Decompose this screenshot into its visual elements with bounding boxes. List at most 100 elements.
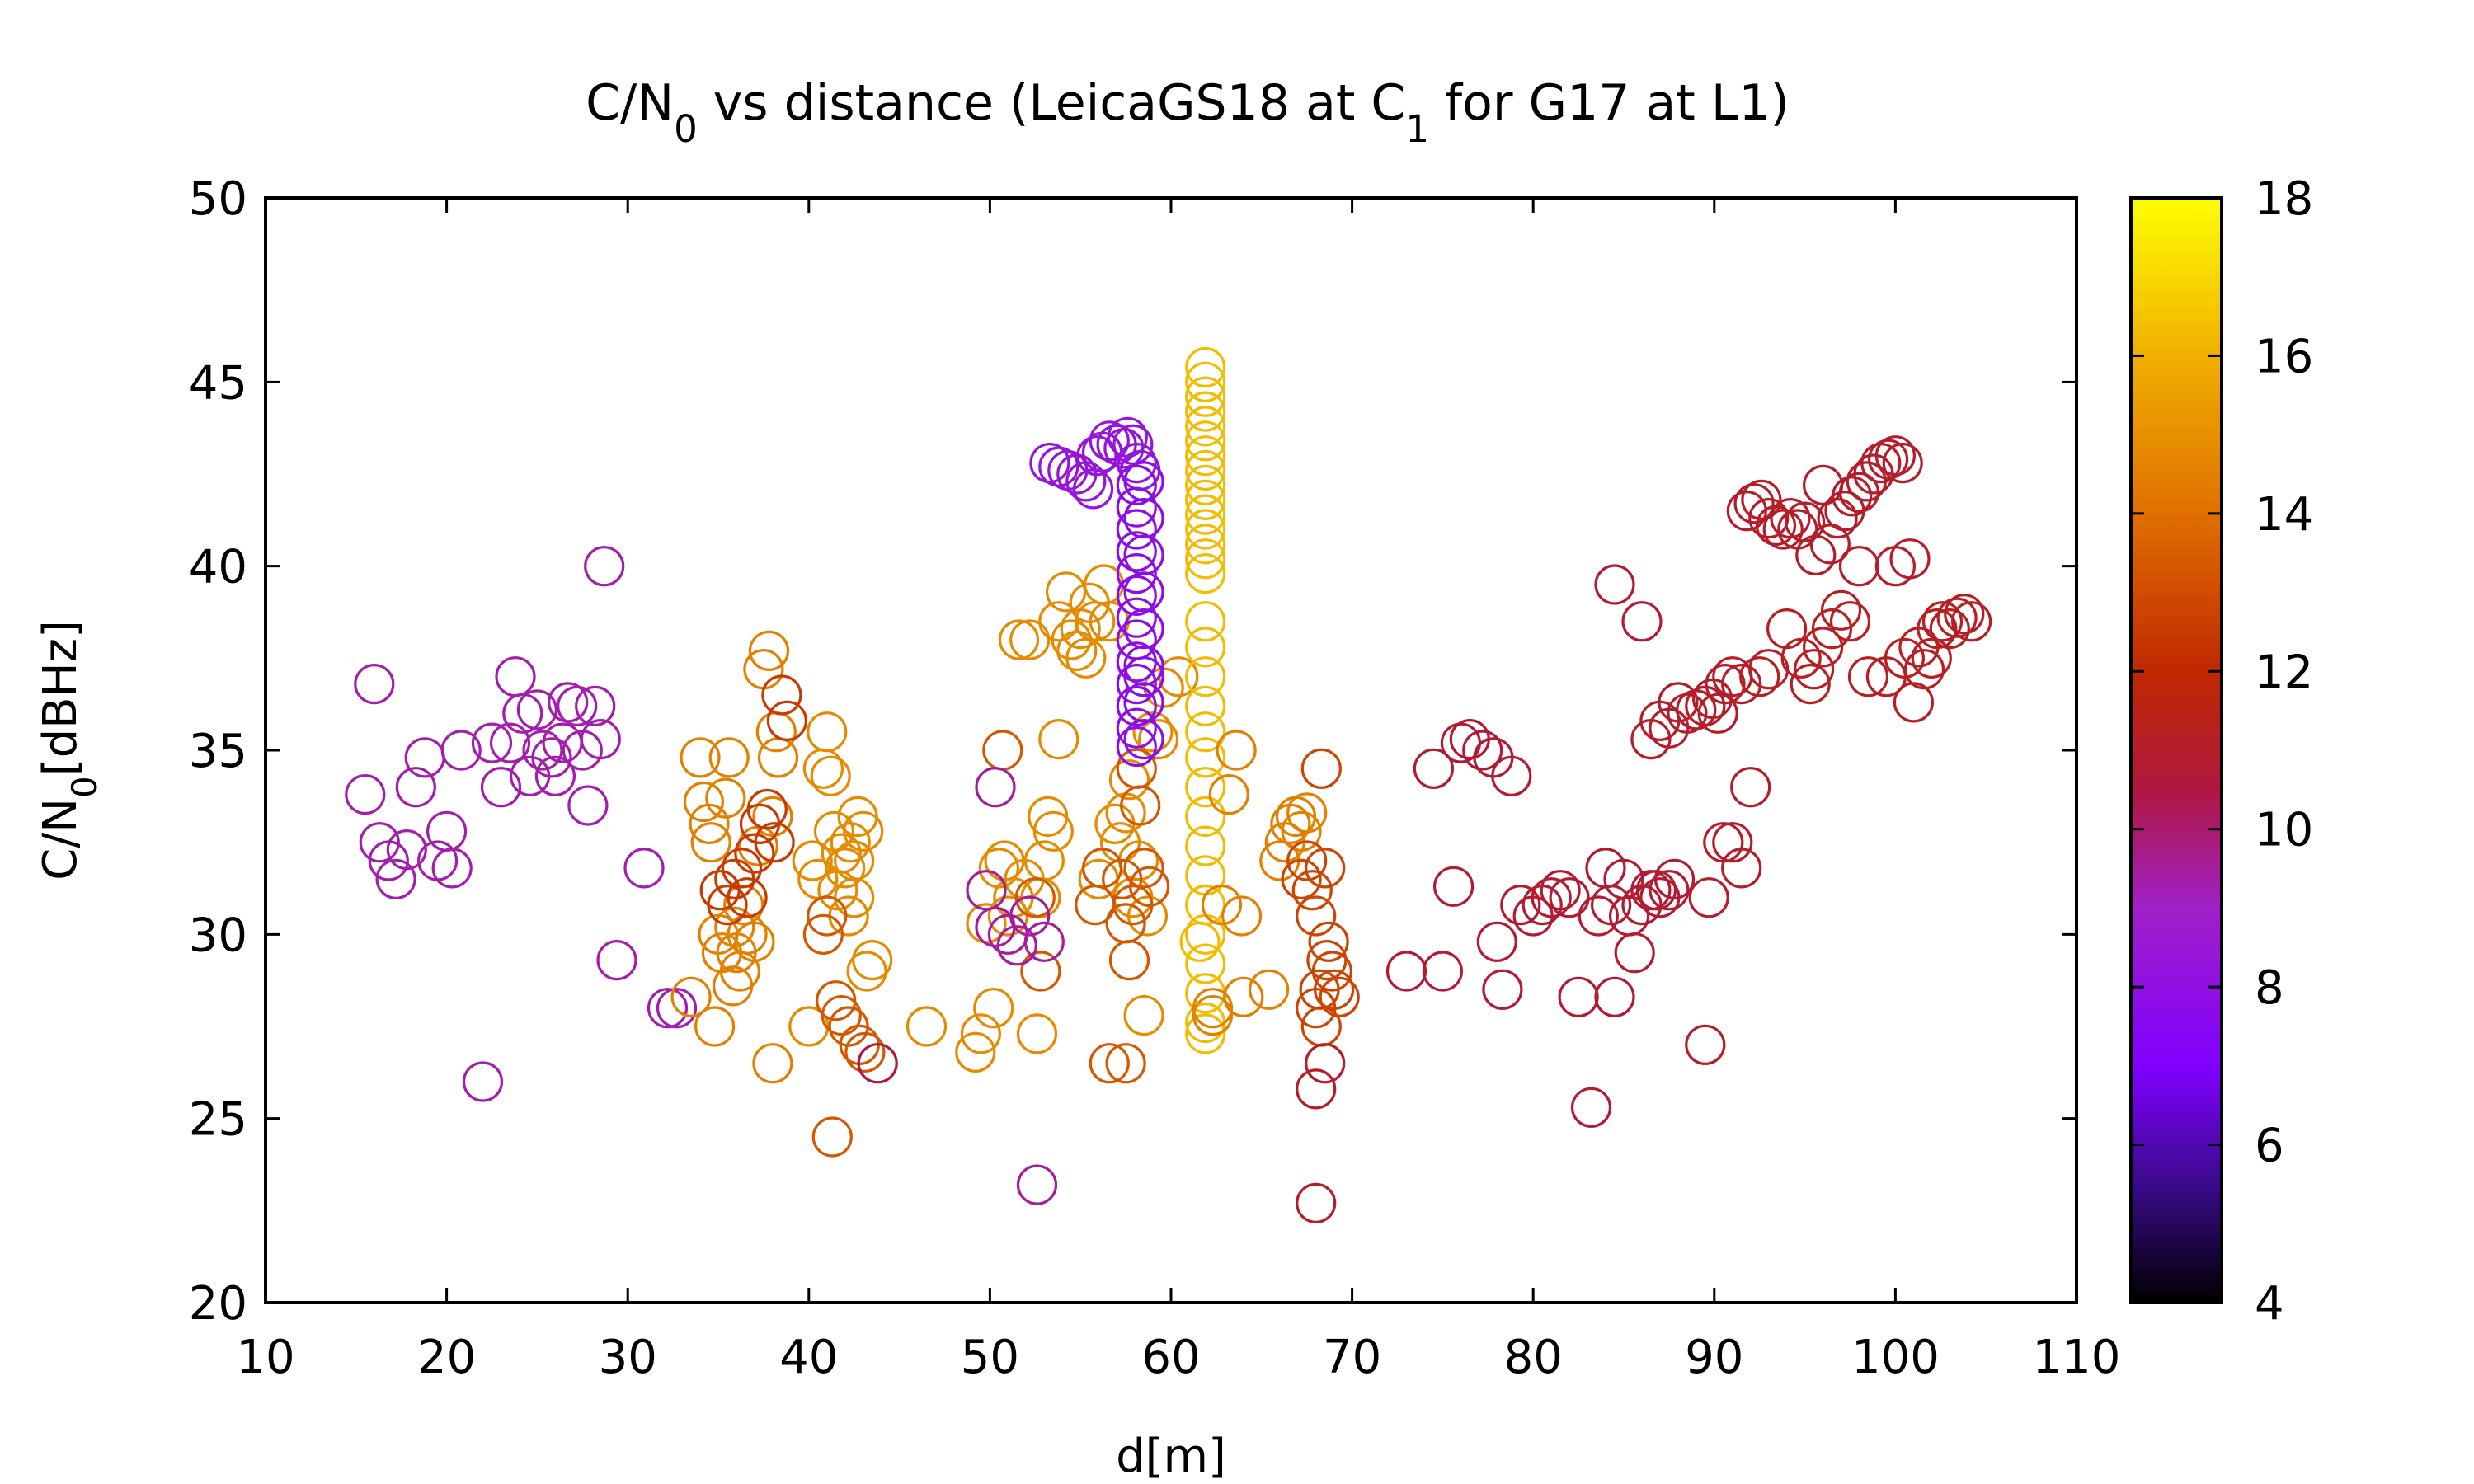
data-point bbox=[647, 988, 689, 1029]
data-point bbox=[1721, 663, 1762, 705]
data-point bbox=[1123, 497, 1164, 539]
data-point bbox=[1730, 767, 1771, 808]
data-point bbox=[1305, 1043, 1346, 1084]
data-point bbox=[522, 730, 563, 771]
data-point bbox=[1116, 442, 1157, 484]
data-point bbox=[1911, 637, 1952, 679]
colorbar-tick-label: 10 bbox=[2255, 804, 2313, 857]
x-axis: 10 20 30 40 50 60 70 80 90 100 110 bbox=[236, 198, 2120, 1384]
data-point bbox=[1705, 663, 1746, 705]
data-point bbox=[1116, 726, 1157, 768]
data-point bbox=[1185, 479, 1226, 520]
data-point bbox=[1185, 449, 1226, 491]
x-tick-label: 10 bbox=[236, 1331, 294, 1384]
data-point bbox=[810, 755, 851, 796]
colorbar-tick-label: 8 bbox=[2255, 961, 2284, 1015]
data-point bbox=[1108, 759, 1150, 801]
data-point bbox=[757, 737, 799, 778]
data-point bbox=[1185, 420, 1226, 462]
data-point bbox=[1500, 884, 1541, 926]
data-point bbox=[1578, 895, 1619, 937]
data-point bbox=[1185, 406, 1226, 447]
data-point bbox=[998, 619, 1040, 660]
data-point bbox=[1116, 685, 1157, 727]
data-point bbox=[359, 822, 400, 863]
data-point bbox=[1016, 1013, 1058, 1054]
data-point bbox=[1281, 810, 1322, 852]
data-point bbox=[1185, 464, 1226, 506]
data-point bbox=[1811, 608, 1853, 650]
data-point bbox=[1116, 619, 1157, 660]
data-point bbox=[1685, 1024, 1726, 1065]
data-point bbox=[1809, 524, 1851, 565]
data-point bbox=[656, 988, 698, 1029]
data-point bbox=[1023, 921, 1065, 962]
data-point bbox=[1192, 988, 1234, 1029]
data-point bbox=[386, 829, 427, 871]
data-point bbox=[1116, 663, 1157, 705]
data-point bbox=[955, 1031, 996, 1073]
data-point bbox=[1116, 486, 1157, 528]
data-point bbox=[802, 748, 844, 789]
y-tick-label: 30 bbox=[189, 909, 247, 962]
data-point bbox=[844, 1031, 886, 1073]
data-point bbox=[580, 718, 621, 760]
data-point bbox=[1105, 1043, 1146, 1084]
data-point bbox=[1185, 685, 1226, 727]
data-point bbox=[766, 700, 808, 741]
data-point bbox=[1185, 737, 1226, 778]
data-point bbox=[1829, 601, 1871, 642]
data-point bbox=[1540, 870, 1581, 911]
data-point bbox=[462, 1061, 504, 1102]
data-point bbox=[567, 785, 609, 826]
data-point bbox=[1185, 361, 1226, 402]
data-point bbox=[1739, 656, 1780, 697]
data-point bbox=[1128, 866, 1170, 907]
data-point bbox=[1179, 921, 1221, 962]
data-point bbox=[1223, 976, 1264, 1017]
data-point bbox=[689, 803, 730, 844]
data-point bbox=[1116, 509, 1157, 550]
data-point bbox=[1201, 884, 1243, 926]
data-point bbox=[1116, 575, 1157, 617]
data-point bbox=[1185, 1013, 1226, 1054]
data-point bbox=[471, 722, 513, 763]
data-point bbox=[1123, 994, 1164, 1036]
data-point bbox=[905, 1006, 948, 1047]
data-point bbox=[830, 822, 871, 863]
data-point bbox=[1185, 538, 1226, 580]
data-point bbox=[1385, 951, 1427, 992]
data-point bbox=[1185, 855, 1226, 896]
colorbar-tick-label: 12 bbox=[2255, 646, 2313, 699]
data-point bbox=[1056, 630, 1098, 672]
colorbar-tick-label: 18 bbox=[2255, 172, 2313, 226]
y-axis-label: C/N0[dBHz] bbox=[34, 620, 105, 881]
data-point bbox=[1319, 976, 1360, 1017]
data-point bbox=[1712, 822, 1753, 863]
data-point bbox=[975, 767, 1016, 808]
data-point bbox=[1306, 939, 1348, 981]
data-point bbox=[489, 722, 531, 763]
data-points bbox=[345, 346, 1992, 1224]
data-point bbox=[1847, 656, 1889, 697]
x-tick-label: 100 bbox=[1851, 1331, 1940, 1384]
data-point bbox=[1868, 439, 1909, 480]
data-point bbox=[1570, 1087, 1612, 1128]
data-point bbox=[1185, 711, 1226, 753]
y-tick-label: 40 bbox=[189, 541, 247, 594]
y-tick-label: 25 bbox=[189, 1093, 247, 1147]
x-tick-label: 60 bbox=[1141, 1331, 1200, 1384]
data-point bbox=[1422, 951, 1464, 992]
data-point bbox=[1594, 564, 1635, 605]
data-point bbox=[1120, 785, 1161, 826]
data-point bbox=[1014, 877, 1056, 918]
data-point bbox=[596, 939, 637, 981]
data-point bbox=[1185, 552, 1226, 594]
data-point bbox=[1185, 346, 1226, 388]
data-point bbox=[1462, 730, 1503, 771]
data-point bbox=[788, 1006, 830, 1047]
data-point bbox=[557, 685, 598, 727]
data-point bbox=[480, 767, 522, 808]
data-point bbox=[1882, 442, 1923, 484]
data-point bbox=[1116, 597, 1157, 638]
